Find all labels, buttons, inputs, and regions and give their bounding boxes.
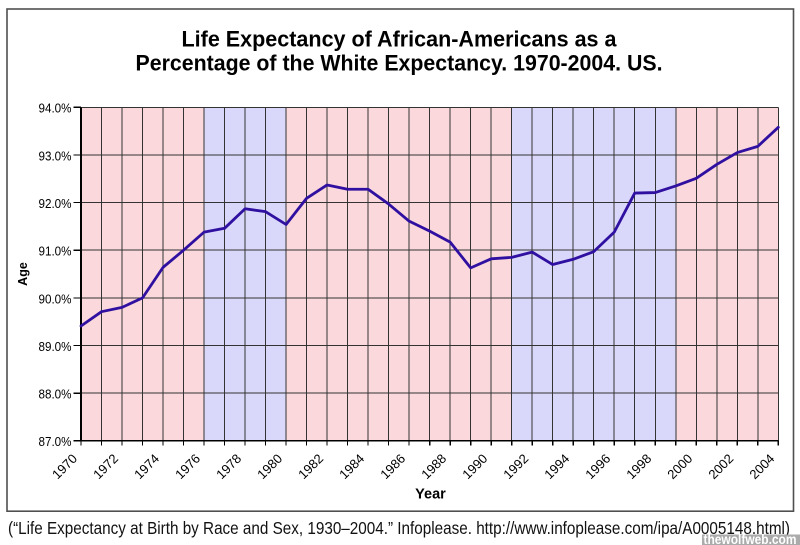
svg-text:91.0%: 91.0% bbox=[39, 244, 72, 259]
svg-text:90.0%: 90.0% bbox=[39, 291, 72, 306]
svg-text:(“Life Expectancy at Birth by: (“Life Expectancy at Birth by Race and S… bbox=[8, 518, 790, 538]
svg-text:93.0%: 93.0% bbox=[39, 148, 72, 163]
svg-text:88.0%: 88.0% bbox=[39, 387, 72, 402]
svg-text:89.0%: 89.0% bbox=[39, 339, 72, 354]
svg-text:94.0%: 94.0% bbox=[39, 101, 72, 116]
svg-text:Age: Age bbox=[16, 262, 30, 286]
svg-text:Life Expectancy of African-Ame: Life Expectancy of African-Americans as … bbox=[182, 27, 618, 52]
svg-text:thewolfweb.com: thewolfweb.com bbox=[704, 532, 797, 545]
svg-text:87.0%: 87.0% bbox=[39, 434, 72, 449]
svg-text:Year: Year bbox=[415, 486, 446, 502]
svg-text:Percentage of the White Expect: Percentage of the White Expectancy. 1970… bbox=[136, 50, 663, 75]
svg-text:92.0%: 92.0% bbox=[39, 196, 72, 211]
